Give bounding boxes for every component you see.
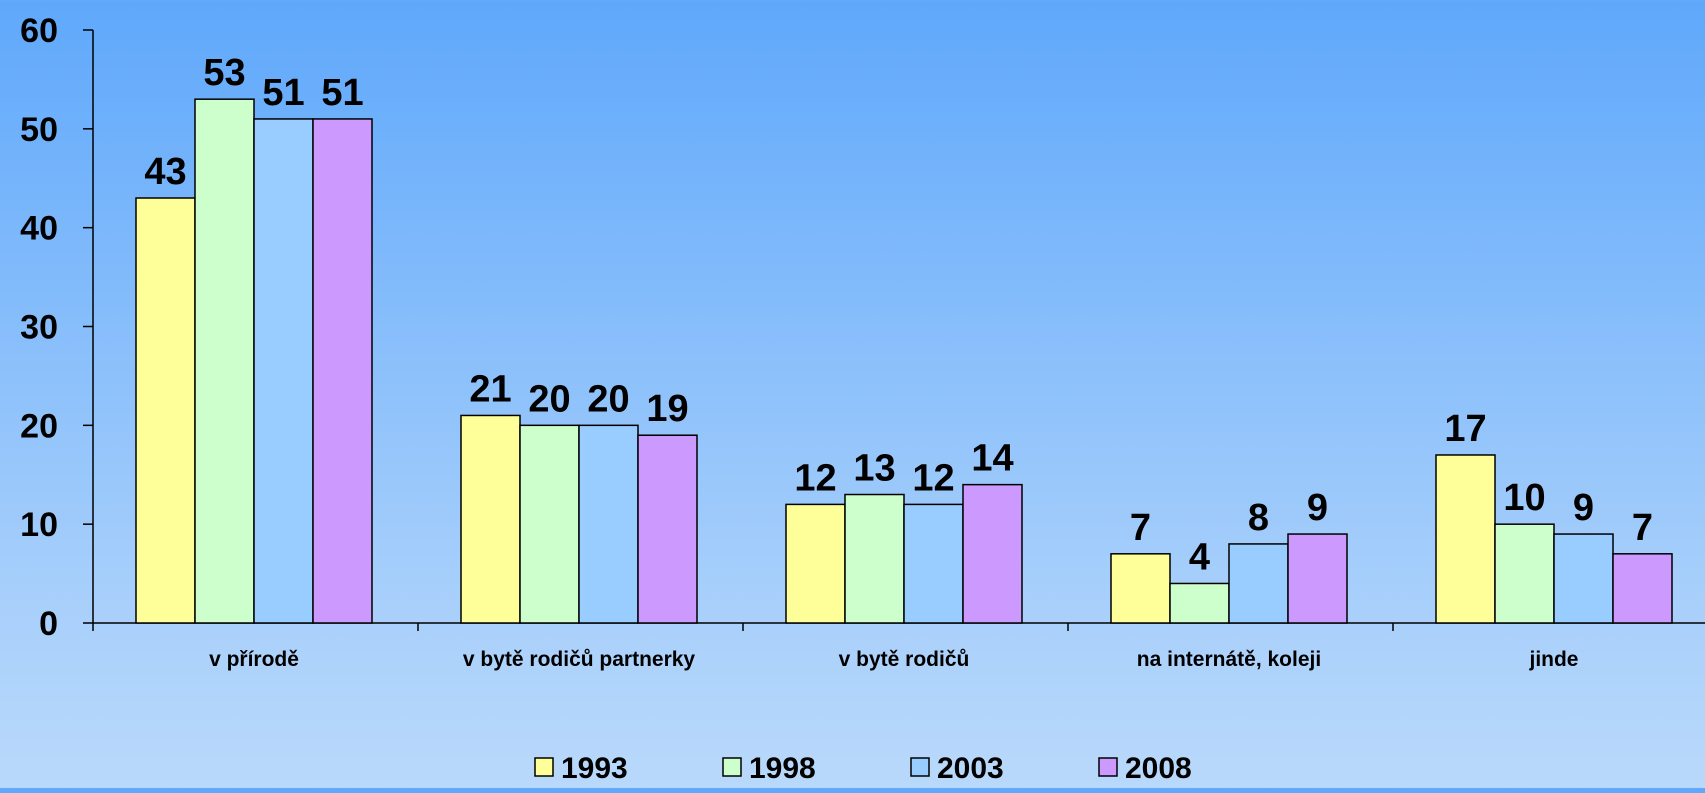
bars xyxy=(135,98,1673,624)
legend-label: 1998 xyxy=(749,752,816,785)
bar-value-label: 53 xyxy=(203,52,245,94)
legend-label: 2008 xyxy=(1125,752,1192,785)
bar-1993 xyxy=(135,197,196,624)
bar-2003 xyxy=(253,118,314,624)
bar-2003 xyxy=(578,424,639,624)
bar-value-label: 51 xyxy=(262,72,304,114)
bar-2008 xyxy=(637,434,698,624)
bar-value-label: 12 xyxy=(794,457,836,499)
bar-2008 xyxy=(962,483,1023,624)
bar-2003 xyxy=(1228,543,1289,624)
x-axis: v přírodě v bytě rodičů partnerky v bytě r… xyxy=(92,622,1705,671)
bar-value-label: 7 xyxy=(1632,507,1653,549)
bar-value-label: 13 xyxy=(853,448,895,490)
bar-2008 xyxy=(312,118,373,624)
y-axis: 0 10 20 30 40 50 60 xyxy=(20,12,94,643)
bar-value-label: 43 xyxy=(144,151,186,193)
legend-swatch-1993 xyxy=(534,757,554,777)
bar-2003 xyxy=(1553,533,1614,624)
bar-value-label: 14 xyxy=(971,438,1013,480)
bar-1993 xyxy=(460,414,521,624)
bar-1998 xyxy=(1494,523,1555,624)
bar-value-label: 19 xyxy=(646,388,688,430)
bar-value-label: 20 xyxy=(587,378,629,420)
x-category-label: v přírodě xyxy=(209,648,299,671)
x-category-label: v bytě rodičů partnerky xyxy=(463,648,696,671)
bar-2003 xyxy=(903,503,964,624)
bar-1993 xyxy=(1110,553,1171,624)
x-category-label: na internátě, koleji xyxy=(1137,648,1321,671)
bar-value-label: 7 xyxy=(1130,507,1151,549)
y-tick-label: 50 xyxy=(20,111,58,149)
bar-2008 xyxy=(1612,553,1673,624)
bar-1993 xyxy=(785,503,846,624)
bar-value-label: 51 xyxy=(321,72,363,114)
bar-1993 xyxy=(1435,454,1496,624)
legend: 1993 1998 2003 2008 xyxy=(534,752,1192,785)
y-tick-label: 30 xyxy=(20,309,58,347)
bar-1998 xyxy=(194,98,255,624)
y-tick-label: 10 xyxy=(20,506,58,544)
bar-value-label: 17 xyxy=(1444,408,1486,450)
bar-value-label: 10 xyxy=(1503,477,1545,519)
y-tick-label: 0 xyxy=(39,605,58,643)
bar-value-label: 9 xyxy=(1307,487,1328,529)
bar-value-label: 21 xyxy=(469,368,511,410)
y-tick-label: 60 xyxy=(20,12,58,50)
legend-swatch-1998 xyxy=(722,757,742,777)
bar-1998 xyxy=(844,493,905,624)
bar-2008 xyxy=(1287,533,1348,624)
legend-swatch-2008 xyxy=(1098,757,1118,777)
bar-value-label: 4 xyxy=(1189,536,1210,578)
bar-1998 xyxy=(519,424,580,624)
legend-label: 2003 xyxy=(937,752,1004,785)
bar-value-label: 20 xyxy=(528,378,570,420)
x-category-label: v bytě rodičů xyxy=(839,648,970,671)
bar-value-label: 9 xyxy=(1573,487,1594,529)
y-tick-label: 20 xyxy=(20,407,58,445)
legend-label: 1993 xyxy=(561,752,628,785)
bar-value-label: 8 xyxy=(1248,497,1269,539)
legend-swatch-2003 xyxy=(910,757,930,777)
y-tick-label: 40 xyxy=(20,210,58,248)
bar-1998 xyxy=(1169,582,1230,624)
bar-value-label: 12 xyxy=(912,457,954,499)
x-category-label: jinde xyxy=(1528,648,1578,671)
